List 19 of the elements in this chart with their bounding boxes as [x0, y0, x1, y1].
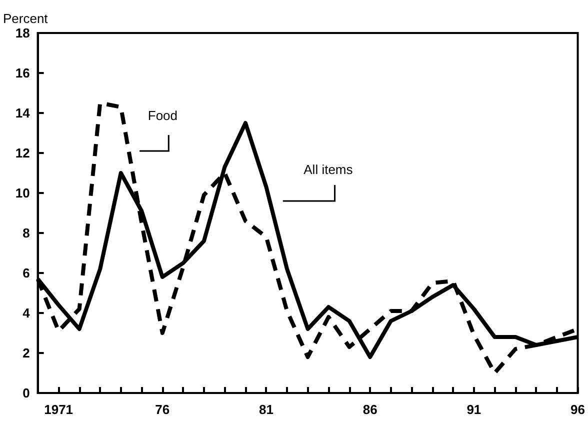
y-tick-label: 8 — [22, 226, 30, 240]
y-tick-label: 14 — [15, 106, 31, 120]
y-tick-label: 6 — [22, 266, 30, 280]
series-label: Food — [148, 108, 178, 123]
x-tick-label: 91 — [466, 402, 482, 417]
x-tick-label: 1971 — [44, 402, 74, 417]
y-tick-label: 0 — [22, 386, 30, 400]
y-tick-label: 4 — [22, 306, 31, 320]
y-tick-label: 2 — [22, 346, 30, 360]
x-tick-label: 76 — [155, 402, 170, 417]
y-tick-label: 18 — [15, 26, 30, 40]
x-tick-label: 96 — [570, 402, 586, 417]
text: All items — [304, 162, 354, 177]
y-tick-label: 16 — [15, 66, 30, 80]
y-tick-label: 10 — [15, 186, 30, 200]
y-tick-label: 12 — [15, 146, 30, 160]
x-tick-label: 81 — [259, 402, 274, 417]
y-axis-title: Percent — [2, 11, 48, 26]
x-tick-label: 86 — [362, 402, 378, 417]
